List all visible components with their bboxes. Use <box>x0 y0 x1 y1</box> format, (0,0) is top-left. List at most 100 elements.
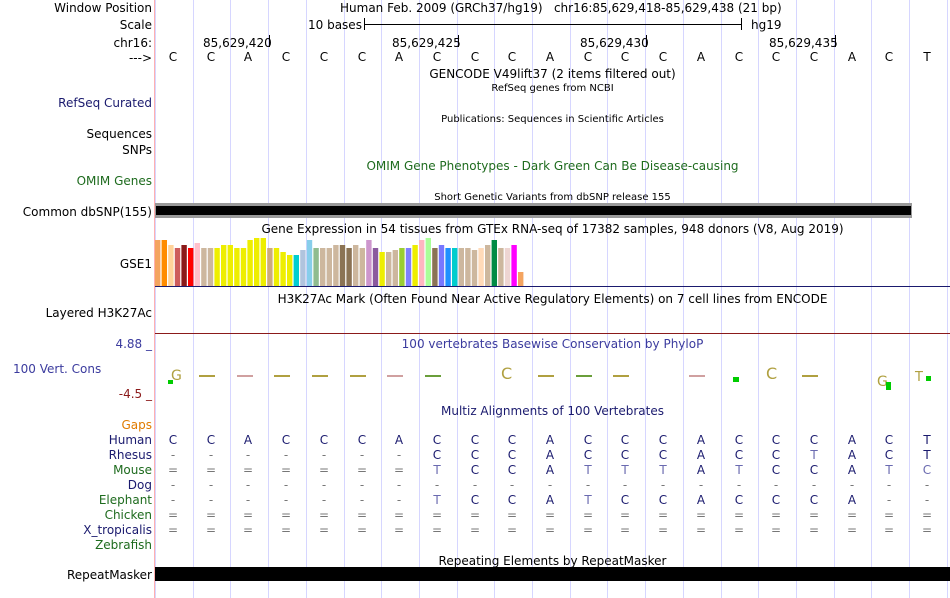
snps-track-label[interactable]: SNPs <box>122 143 152 157</box>
gtex-tissue-bar[interactable] <box>181 245 187 286</box>
gtex-tissue-bar[interactable] <box>498 248 504 286</box>
gtex-tissue-bar[interactable] <box>161 240 167 286</box>
gtex-tissue-bar[interactable] <box>155 240 161 286</box>
gtex-tissue-bar[interactable] <box>491 240 497 286</box>
alignment-base: C <box>734 493 744 507</box>
repeatmasker-feature-bar[interactable] <box>155 567 950 581</box>
gtex-tissue-bar[interactable] <box>445 248 451 286</box>
gtex-tissue-bar[interactable] <box>452 248 458 286</box>
gtex-tissue-bar[interactable] <box>188 248 194 286</box>
gtex-tissue-bar[interactable] <box>326 248 332 286</box>
gtex-tissue-bar[interactable] <box>372 248 379 286</box>
h3k27ac-track-label[interactable]: Layered H3K27Ac <box>45 306 152 320</box>
gtex-bar-chart[interactable] <box>155 237 555 287</box>
species-label-elephant[interactable]: Elephant <box>98 493 152 507</box>
dbsnp-feature-bar[interactable] <box>156 206 911 215</box>
gtex-tissue-bar[interactable] <box>293 255 299 286</box>
gtex-tissue-bar[interactable] <box>478 248 484 286</box>
gtex-tissue-bar[interactable] <box>438 245 445 286</box>
gtex-tissue-bar[interactable] <box>392 250 398 286</box>
gtex-tissue-bar[interactable] <box>234 248 240 286</box>
gtex-tissue-bar[interactable] <box>458 248 464 286</box>
alignment-base: = <box>544 508 556 522</box>
gtex-tissue-bar[interactable] <box>379 252 385 286</box>
alignment-base: = <box>695 508 707 522</box>
cons-track-title[interactable]: 100 vertebrates Basewise Conservation by… <box>401 337 704 351</box>
gtex-tissue-bar[interactable] <box>366 240 372 286</box>
gtex-tissue-bar[interactable] <box>425 238 431 286</box>
gtex-tissue-bar[interactable] <box>254 238 260 286</box>
alignment-base: - <box>396 493 402 507</box>
gtex-tissue-bar[interactable] <box>260 238 266 286</box>
gtex-tissue-bar[interactable] <box>287 255 293 286</box>
gtex-tissue-bar[interactable] <box>485 245 491 286</box>
sequences-track-label[interactable]: Sequences <box>86 127 152 141</box>
gtex-tissue-bar[interactable] <box>214 248 220 286</box>
refseq-track-subtitle[interactable]: RefSeq genes from NCBI <box>491 83 614 94</box>
h3k27ac-track-title[interactable]: H3K27Ac Mark (Often Found Near Active Re… <box>277 292 828 306</box>
omim-track-label[interactable]: OMIM Genes <box>76 174 152 188</box>
gtex-track-label[interactable]: GSE1 <box>119 257 152 271</box>
gtex-track-title[interactable]: Gene Expression in 54 tissues from GTEx … <box>261 222 844 236</box>
gtex-tissue-bar[interactable] <box>300 250 306 286</box>
gtex-tissue-bar[interactable] <box>240 248 247 286</box>
species-label-human[interactable]: Human <box>108 433 152 447</box>
gtex-tissue-bar[interactable] <box>207 248 214 286</box>
gtex-tissue-bar[interactable] <box>465 248 471 286</box>
dbsnp-track-title[interactable]: Short Genetic Variants from dbSNP releas… <box>434 192 671 203</box>
repeatmasker-track-label[interactable]: RepeatMasker <box>66 568 152 582</box>
base-gridline <box>344 0 345 598</box>
species-label-mouse[interactable]: Mouse <box>113 463 152 477</box>
gtex-tissue-bar[interactable] <box>201 248 207 286</box>
gtex-tissue-bar[interactable] <box>333 245 339 286</box>
gtex-tissue-bar[interactable] <box>346 248 352 286</box>
species-label-chicken[interactable]: Chicken <box>104 508 152 522</box>
gtex-tissue-bar[interactable] <box>405 248 412 286</box>
gtex-tissue-bar[interactable] <box>432 248 438 286</box>
gtex-tissue-bar[interactable] <box>174 248 181 286</box>
gtex-tissue-bar[interactable] <box>280 252 286 286</box>
alignment-base: - <box>359 493 365 507</box>
cons-track-label[interactable]: 100 Vert. Cons <box>13 362 102 376</box>
omim-track-title[interactable]: OMIM Gene Phenotypes - Dark Green Can Be… <box>366 159 739 173</box>
gtex-tissue-bar[interactable] <box>247 240 253 286</box>
base-letter: A <box>847 50 857 64</box>
refseq-track-label[interactable]: RefSeq Curated <box>58 96 152 110</box>
gaps-label[interactable]: Gaps <box>121 418 152 432</box>
gtex-tissue-bar[interactable] <box>267 248 273 286</box>
multiz-track-title[interactable]: Multiz Alignments of 100 Vertebrates <box>440 404 665 418</box>
gtex-tissue-bar[interactable] <box>511 245 517 286</box>
gtex-tissue-bar[interactable] <box>168 245 174 286</box>
gtex-tissue-bar[interactable] <box>339 245 346 286</box>
dbsnp-track-label[interactable]: Common dbSNP(155) <box>22 205 152 219</box>
base-letter: C <box>809 50 819 64</box>
alignment-base: C <box>809 493 819 507</box>
gtex-tissue-bar[interactable] <box>359 248 365 286</box>
base-letter: C <box>168 50 178 64</box>
gtex-tissue-bar[interactable] <box>471 250 478 286</box>
species-label-zebrafish[interactable]: Zebrafish <box>95 538 152 552</box>
gtex-tissue-bar[interactable] <box>412 245 418 286</box>
gtex-tissue-bar[interactable] <box>313 248 319 286</box>
gtex-tissue-bar[interactable] <box>353 245 359 286</box>
gtex-tissue-bar[interactable] <box>227 245 233 286</box>
conservation-logo-plot[interactable]: G C C G T <box>155 360 950 390</box>
gtex-tissue-bar[interactable] <box>320 248 326 286</box>
gencode-track-title[interactable]: GENCODE V49lift37 (2 items filtered out) <box>429 67 676 81</box>
repeatmasker-track-title[interactable]: Repeating Elements by RepeatMasker <box>438 554 667 568</box>
gtex-tissue-bar[interactable] <box>419 240 425 286</box>
gtex-tissue-bar[interactable] <box>518 272 524 286</box>
gtex-tissue-bar[interactable] <box>306 240 313 286</box>
gtex-tissue-bar[interactable] <box>386 252 392 286</box>
species-label-rhesus[interactable]: Rhesus <box>108 448 152 462</box>
gtex-tissue-bar[interactable] <box>273 248 280 286</box>
gtex-tissue-bar[interactable] <box>221 245 227 286</box>
species-label-x_tropicalis[interactable]: X_tropicalis <box>83 523 152 537</box>
gtex-tissue-bar[interactable] <box>504 248 511 286</box>
species-label-dog[interactable]: Dog <box>127 478 152 492</box>
gtex-tissue-bar[interactable] <box>399 248 405 286</box>
gtex-tissue-bar[interactable] <box>194 243 200 286</box>
publications-track-title[interactable]: Publications: Sequences in Scientific Ar… <box>441 114 664 125</box>
alignment-base: = <box>167 523 179 537</box>
